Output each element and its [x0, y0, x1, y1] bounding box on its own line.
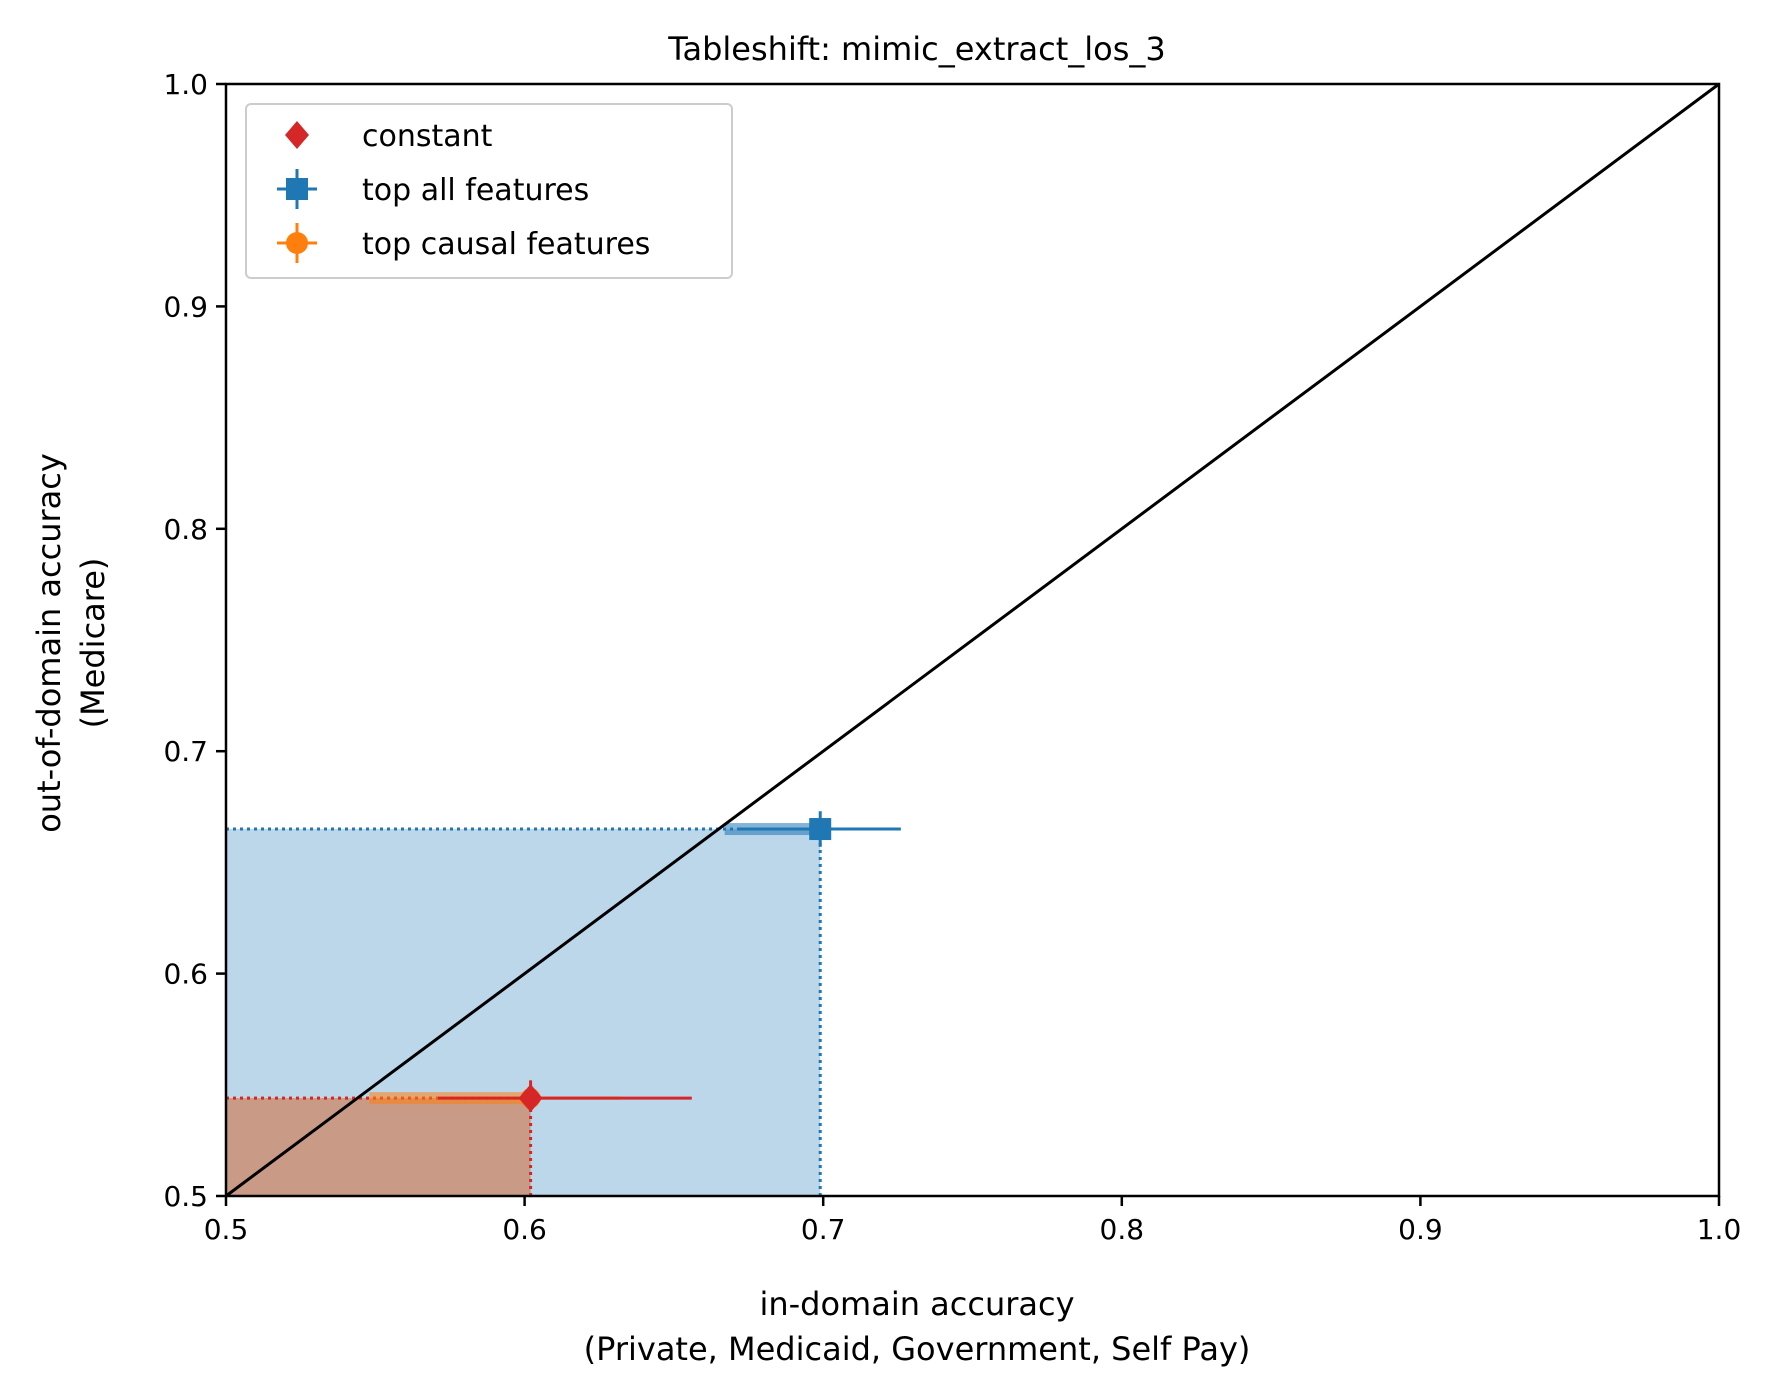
x-axis-label-line-1: in-domain accuracy: [759, 1285, 1074, 1323]
x-tick-label: 0.6: [502, 1213, 547, 1246]
legend-marker-circle: [286, 232, 308, 254]
legend-box: [245, 103, 733, 279]
x-tick-label: 0.8: [1100, 1213, 1145, 1246]
y-axis-label-line-2: (Medicare): [74, 558, 112, 729]
y-tick-label: 0.6: [163, 958, 208, 991]
legend-label-top-all-features: top all features: [362, 173, 589, 208]
y-tick-label: 0.8: [163, 513, 208, 546]
legend-marker-square: [286, 178, 308, 200]
legend-label-constant: constant: [362, 119, 493, 154]
axes-frame: [224, 82, 1721, 1198]
x-tick-label: 1.0: [1697, 1213, 1742, 1246]
legend-entry-top-all-features: top all features: [277, 169, 589, 209]
plot-area: [224, 82, 1721, 1198]
y-tick-label: 1.0: [163, 68, 208, 101]
x-tick-label: 0.9: [1398, 1213, 1443, 1246]
x-axis-label-line-2: (Private, Medicaid, Government, Self Pay…: [584, 1330, 1251, 1368]
legend: constant top all features top causal fea…: [245, 103, 733, 279]
diagonal-line: [225, 82, 1720, 1198]
point-constant: [518, 1084, 543, 1113]
chart-title: Tableshift: mimic_extract_los_3: [667, 30, 1166, 68]
point-top-all-features: [809, 818, 832, 841]
y-tick-label: 0.7: [163, 735, 208, 768]
y-axis-label-line-1: out-of-domain accuracy: [30, 453, 68, 833]
shade-top-causal-features: [226, 1098, 531, 1196]
x-tick-label: 0.5: [204, 1213, 249, 1246]
y-tick-label: 0.5: [163, 1180, 208, 1213]
x-tick-label: 0.7: [801, 1213, 846, 1246]
y-axis-ticks: 0.5 0.6 0.7 0.8 0.9 1.0: [163, 68, 226, 1213]
legend-marker-diamond: [285, 121, 309, 149]
y-tick-label: 0.9: [163, 290, 208, 323]
legend-entry-top-causal-features: top causal features: [277, 223, 650, 263]
legend-entry-constant: constant: [285, 119, 493, 154]
legend-label-top-causal-features: top causal features: [362, 227, 650, 262]
x-axis-ticks: 0.5 0.6 0.7 0.8 0.9 1.0: [204, 1196, 1742, 1246]
